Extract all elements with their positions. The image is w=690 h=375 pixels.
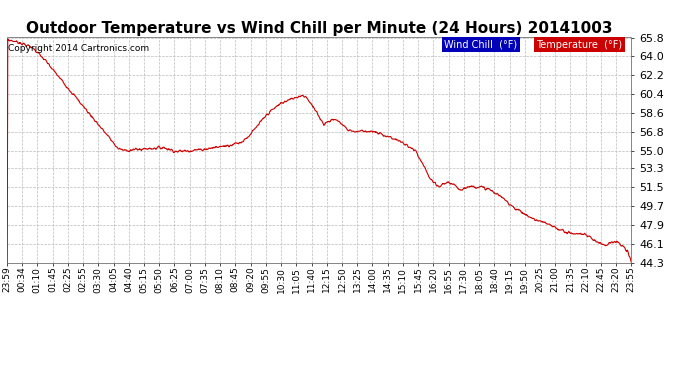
- Text: Wind Chill  (°F): Wind Chill (°F): [444, 40, 517, 50]
- Title: Outdoor Temperature vs Wind Chill per Minute (24 Hours) 20141003: Outdoor Temperature vs Wind Chill per Mi…: [26, 21, 613, 36]
- Text: Temperature  (°F): Temperature (°F): [536, 40, 622, 50]
- Text: Copyright 2014 Cartronics.com: Copyright 2014 Cartronics.com: [8, 44, 149, 53]
